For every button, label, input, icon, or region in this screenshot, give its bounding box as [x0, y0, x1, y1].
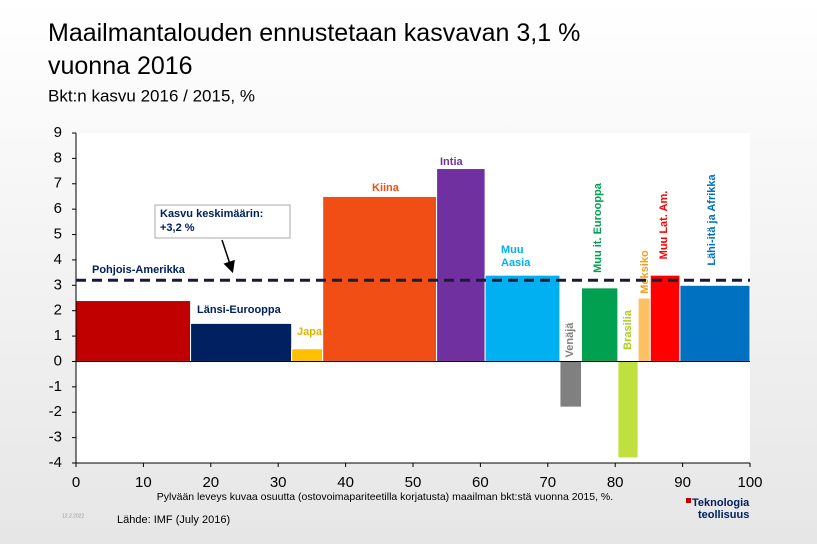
category-label: Muu Lat. Am. — [658, 191, 670, 260]
x-tick-label: 30 — [270, 474, 287, 491]
x-tick-label: 10 — [135, 474, 152, 491]
x-tick-label: 50 — [405, 474, 422, 491]
y-tick-label: -1 — [49, 378, 62, 395]
y-tick-label: 4 — [54, 251, 62, 268]
category-label: Länsi-Eurooppa — [197, 304, 282, 316]
x-tick-label: 80 — [607, 474, 624, 491]
bar — [637, 297, 651, 362]
logo: teollisuus — [698, 509, 749, 521]
y-tick-label: 8 — [54, 149, 62, 166]
category-label: Venäjä — [564, 322, 576, 358]
y-tick-label: 6 — [54, 200, 62, 217]
chart-subtitle: Bkt:n kasvu 2016 / 2015, % — [48, 86, 255, 105]
bar — [436, 168, 486, 362]
y-tick-label: -2 — [49, 403, 62, 420]
y-tick-label: 9 — [54, 124, 62, 141]
y-tick-label: 7 — [54, 175, 62, 192]
annotation-arrow — [221, 239, 235, 274]
source: Lähde: IMF (July 2016) — [117, 514, 230, 526]
category-label: Muu Aasia — [501, 244, 531, 269]
y-tick-label: -4 — [49, 454, 62, 471]
footnote: Pylvään leveys kuvaa osuutta (ostovoimap… — [157, 491, 613, 503]
bar — [581, 287, 619, 362]
bar — [291, 348, 324, 362]
annotation: Kasvu keskimäärin: — [160, 208, 263, 220]
y-tick-label: 1 — [54, 327, 62, 344]
x-tick-label: 0 — [72, 474, 80, 491]
x-tick-label: 100 — [737, 474, 762, 491]
y-tick-label: 2 — [54, 302, 62, 319]
bar — [75, 300, 192, 362]
bar — [649, 274, 681, 362]
y-tick-label: -3 — [49, 429, 62, 446]
x-tick-label: 70 — [539, 474, 556, 491]
category-label: Kiina — [372, 182, 400, 194]
annotation: +3,2 % — [160, 222, 195, 234]
category-label: Intia — [440, 156, 463, 168]
bar — [484, 274, 561, 362]
y-tick-label: 0 — [54, 352, 62, 369]
category-label: Meksiko — [639, 250, 651, 294]
category-label: Lähi-itä ja Afrikka — [706, 173, 718, 265]
category-label: Brasilia — [622, 309, 634, 350]
y-tick-label: 5 — [54, 226, 62, 243]
bar — [559, 360, 583, 408]
bar — [617, 360, 639, 459]
date: 12.2.2022 — [62, 513, 84, 519]
x-tick-label: 20 — [202, 474, 219, 491]
x-tick-label: 60 — [472, 474, 489, 491]
bar — [190, 322, 293, 362]
y-tick-label: 3 — [54, 276, 62, 293]
category-label: Muu it. Eurooppa — [592, 182, 604, 273]
x-tick-label: 40 — [337, 474, 354, 491]
logo-mark — [686, 498, 691, 503]
annotation-box — [154, 204, 291, 239]
chart-title-line: Maailmantalouden ennustetaan kasvavan 3,… — [48, 19, 580, 80]
category-label: Pohjois-Amerikka — [92, 264, 186, 276]
x-tick-label: 90 — [674, 474, 691, 491]
bar — [679, 284, 751, 362]
logo: Teknologia — [692, 497, 750, 509]
